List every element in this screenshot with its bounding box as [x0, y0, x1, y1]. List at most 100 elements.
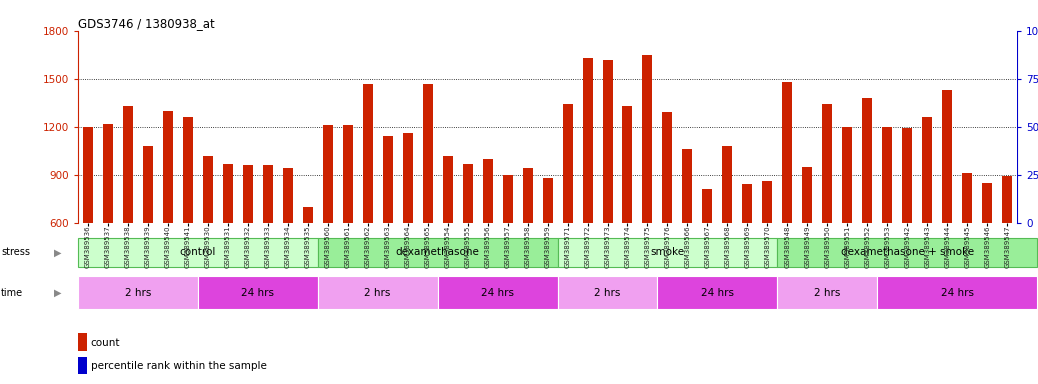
Bar	[383, 136, 392, 223]
Bar	[442, 156, 453, 223]
Bar	[722, 146, 733, 223]
Text: ▶: ▶	[54, 288, 61, 298]
Point	[439, 66, 456, 72]
Text: GDS3746 / 1380938_at: GDS3746 / 1380938_at	[78, 17, 215, 30]
Bar	[822, 104, 832, 223]
Point	[679, 66, 695, 72]
Bar	[703, 189, 712, 223]
Bar	[802, 167, 813, 223]
Bar	[662, 113, 673, 223]
Text: 24 hrs: 24 hrs	[940, 288, 974, 298]
Point	[379, 62, 395, 68]
Point	[260, 66, 276, 72]
Bar	[483, 159, 493, 223]
Point	[540, 68, 556, 74]
Point	[199, 62, 216, 68]
Bar	[1003, 176, 1012, 223]
Bar	[557, 238, 777, 267]
Bar	[502, 175, 513, 223]
Bar	[78, 276, 198, 309]
Bar	[877, 276, 1037, 309]
Point	[819, 55, 836, 61]
Text: ▶: ▶	[54, 247, 61, 258]
Bar	[263, 165, 273, 223]
Point	[400, 62, 416, 68]
Text: 24 hrs: 24 hrs	[481, 288, 514, 298]
Bar	[582, 58, 593, 223]
Text: 2 hrs: 2 hrs	[364, 288, 391, 298]
Point	[119, 60, 136, 66]
Point	[719, 66, 736, 72]
Point	[359, 56, 376, 63]
Bar	[557, 276, 657, 309]
Bar	[777, 276, 877, 309]
Point	[139, 62, 156, 68]
Point	[320, 62, 336, 68]
Bar	[643, 55, 653, 223]
Bar	[122, 106, 133, 223]
Bar	[318, 276, 438, 309]
Bar	[943, 90, 952, 223]
Point	[919, 58, 935, 65]
Point	[299, 70, 316, 76]
Bar	[323, 125, 333, 223]
Point	[979, 70, 995, 76]
Point	[899, 60, 916, 66]
Bar	[103, 124, 113, 223]
Point	[799, 66, 816, 72]
Point	[739, 70, 756, 76]
Point	[419, 56, 436, 63]
Point	[939, 55, 956, 61]
Point	[839, 56, 855, 63]
Point	[639, 47, 656, 53]
Bar	[403, 133, 413, 223]
Point	[780, 55, 796, 61]
Bar	[143, 146, 153, 223]
Bar	[682, 149, 692, 223]
Bar	[962, 173, 973, 223]
Bar	[543, 178, 552, 223]
Text: 24 hrs: 24 hrs	[241, 288, 274, 298]
Bar	[362, 84, 373, 223]
Bar	[522, 168, 532, 223]
Text: 2 hrs: 2 hrs	[125, 288, 151, 298]
Point	[999, 68, 1015, 74]
Text: control: control	[180, 247, 216, 258]
Point	[959, 68, 976, 74]
Point	[519, 70, 536, 76]
Bar	[183, 117, 193, 223]
Bar	[198, 276, 318, 309]
Point	[180, 60, 196, 66]
Point	[339, 60, 356, 66]
Bar	[777, 238, 1037, 267]
Bar	[563, 104, 573, 223]
Bar	[902, 128, 912, 223]
Bar	[438, 276, 557, 309]
Bar	[623, 106, 632, 223]
Point	[759, 70, 775, 76]
Text: percentile rank within the sample: percentile rank within the sample	[91, 361, 267, 371]
Text: stress: stress	[1, 247, 30, 258]
Text: dexamethasone + smoke: dexamethasone + smoke	[841, 247, 974, 258]
Bar	[163, 111, 172, 223]
Bar	[863, 98, 872, 223]
Point	[599, 47, 616, 53]
Text: 2 hrs: 2 hrs	[814, 288, 841, 298]
Bar	[882, 127, 893, 223]
Bar	[422, 84, 433, 223]
Point	[279, 68, 296, 74]
Text: time: time	[1, 288, 23, 298]
Point	[80, 56, 97, 63]
Bar	[282, 168, 293, 223]
Bar	[243, 165, 252, 223]
Bar	[202, 156, 213, 223]
Bar	[463, 164, 472, 223]
Point	[559, 55, 576, 61]
Point	[579, 47, 596, 53]
Point	[499, 70, 516, 76]
Point	[879, 56, 896, 63]
Bar	[318, 238, 557, 267]
Point	[219, 66, 236, 72]
Bar	[343, 125, 353, 223]
Bar	[78, 356, 87, 374]
